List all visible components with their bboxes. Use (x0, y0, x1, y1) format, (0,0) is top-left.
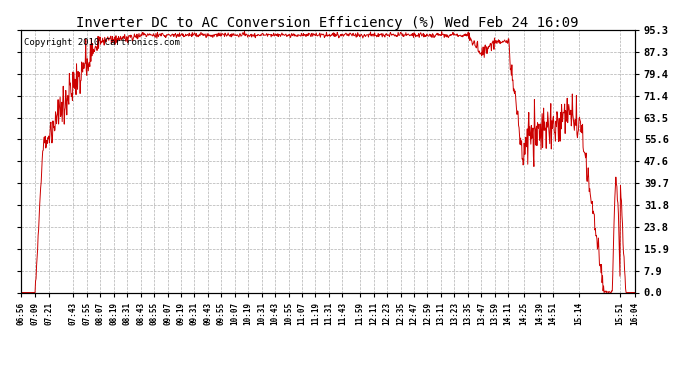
Text: Copyright 2010 Cartronics.com: Copyright 2010 Cartronics.com (23, 38, 179, 47)
Title: Inverter DC to AC Conversion Efficiency (%) Wed Feb 24 16:09: Inverter DC to AC Conversion Efficiency … (77, 16, 579, 30)
